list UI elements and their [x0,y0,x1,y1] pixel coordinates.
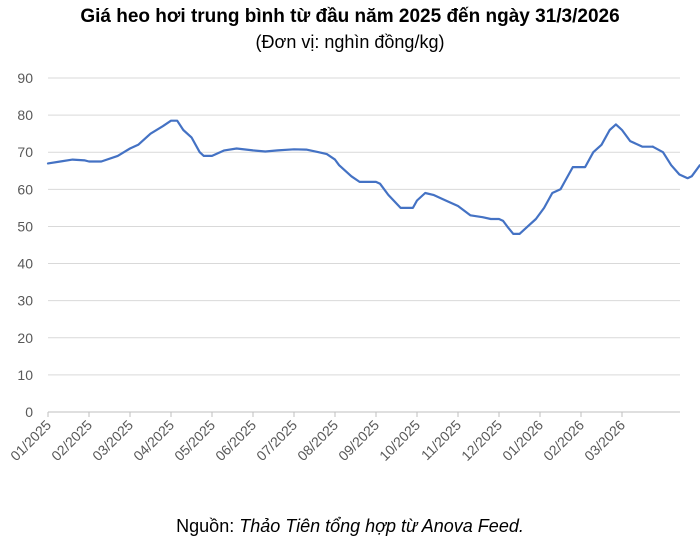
x-tick-label: 01/2025 [7,417,54,464]
source-note: Nguồn: Thảo Tiên tổng hợp từ Anova Feed. [0,516,700,537]
x-tick-label: 07/2025 [253,417,300,464]
y-tick-label: 60 [17,181,33,197]
y-tick-label: 90 [17,70,33,86]
source-prefix: Nguồn: [176,516,240,536]
y-tick-label: 10 [17,367,33,383]
x-tick-label: 01/2026 [499,417,546,464]
x-tick-label: 08/2025 [294,417,341,464]
x-tick-label: 04/2025 [130,417,177,464]
x-tick-label: 06/2025 [212,417,259,464]
x-tick-label: 10/2025 [376,417,423,464]
y-axis: 0 10 20 30 40 50 60 70 80 90 [17,70,33,420]
chart-subtitle: (Đơn vị: nghìn đồng/kg) [255,32,445,52]
y-tick-label: 30 [17,293,33,309]
x-axis [47,411,680,417]
x-tick-label: 02/2026 [540,417,587,464]
x-tick-label: 02/2025 [48,417,95,464]
x-tick-label: 03/2025 [89,417,136,464]
price-line-segment [651,145,700,180]
series-layer [46,119,700,235]
chart-title: Giá heo hơi trung bình từ đầu năm 2025 đ… [80,6,620,27]
y-tick-label: 70 [17,144,33,160]
y-tick-label: 50 [17,218,33,234]
y-tick-label: 0 [25,404,33,420]
x-tick-label: 03/2026 [581,417,628,464]
y-tick-label: 80 [17,107,33,123]
x-tick-label: 12/2025 [458,417,505,464]
x-tick-label: 05/2025 [171,417,218,464]
x-axis-labels: 01/202502/202503/202504/202505/202506/20… [7,417,628,464]
y-tick-label: 40 [17,256,33,272]
gridlines [48,77,680,376]
x-tick-label: 11/2025 [418,417,465,464]
price-line-segment [46,119,654,235]
x-tick-label: 09/2025 [335,417,382,464]
y-tick-label: 20 [17,330,33,346]
source-text: Thảo Tiên tổng hợp từ Anova Feed. [239,516,524,536]
